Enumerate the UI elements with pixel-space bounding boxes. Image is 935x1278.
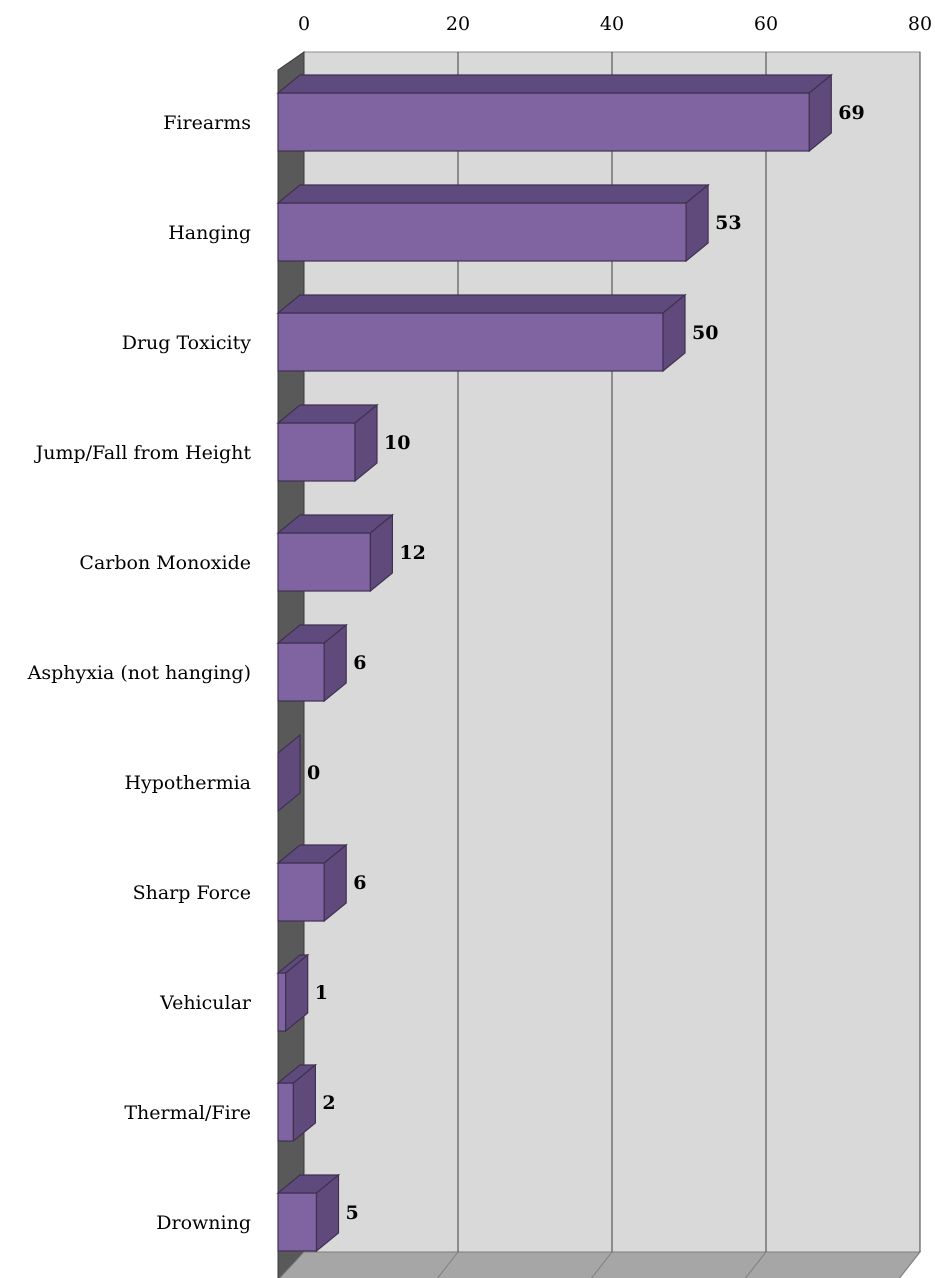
data-label: 12: [399, 542, 425, 564]
bar-side: [315, 1173, 340, 1253]
bar-side: [292, 1063, 316, 1143]
gridlines: [436, 52, 921, 1278]
category-label: Asphyxia (not hanging): [27, 662, 251, 684]
x-tick-label: 20: [446, 13, 470, 35]
bar-side: [323, 843, 347, 923]
category-label: Vehicular: [159, 992, 252, 1014]
data-label: 6: [353, 872, 366, 894]
category-label: Hanging: [168, 222, 251, 244]
floor-gridline: [744, 1251, 767, 1278]
data-label: 1: [315, 982, 328, 1004]
category-label: Hypothermia: [124, 772, 251, 794]
floor-gridline: [436, 1251, 459, 1278]
bar: [276, 953, 310, 1033]
bar-front: [277, 1192, 318, 1252]
bar-front: [277, 862, 325, 922]
category-label: Drug Toxicity: [122, 332, 252, 354]
data-label: 10: [384, 432, 410, 454]
bar-side: [285, 953, 309, 1033]
data-label: 50: [692, 322, 718, 344]
bar-front: [277, 92, 810, 152]
bar: [276, 403, 379, 483]
bar: [276, 293, 687, 373]
floor-gridline: [898, 1251, 921, 1278]
bar-side: [808, 73, 832, 153]
data-label: 69: [838, 102, 864, 124]
bar-front: [277, 972, 287, 1032]
bar-front: [277, 1082, 294, 1142]
floor: [279, 1251, 922, 1278]
category-label: Carbon Monoxide: [79, 552, 251, 574]
data-label: 5: [346, 1202, 359, 1224]
x-tick-label: 40: [600, 13, 624, 35]
bar: [276, 623, 348, 703]
bar: [276, 73, 833, 153]
category-label: Drowning: [156, 1212, 251, 1234]
x-tick-label: 0: [298, 13, 310, 35]
x-tick-label: 60: [754, 13, 778, 35]
data-label: 2: [322, 1092, 335, 1114]
bar-front: [277, 532, 372, 592]
bar-top: [276, 294, 687, 314]
bar-side: [277, 733, 301, 813]
bars: [276, 73, 833, 1253]
bar-side: [662, 293, 686, 373]
bar: [276, 1063, 318, 1143]
bar-top: [276, 184, 710, 204]
data-label: 0: [307, 762, 320, 784]
bar: [277, 733, 301, 813]
bar-side: [369, 513, 393, 593]
bar-front: [277, 202, 687, 262]
x-tick-label: 80: [908, 13, 932, 35]
category-label: Thermal/Fire: [124, 1102, 251, 1124]
data-label: 53: [715, 212, 741, 234]
bar-front: [277, 422, 356, 482]
bar-front: [277, 642, 325, 702]
category-label: Sharp Force: [133, 882, 251, 904]
bar: [276, 1173, 341, 1253]
bar-side: [685, 183, 709, 263]
category-labels: Firearms Hanging Drug Toxicity Jump/Fall fr…: [27, 112, 252, 1234]
bar: [276, 513, 395, 593]
bar-side: [323, 623, 347, 703]
bar-front: [277, 312, 664, 372]
data-label: 6: [353, 652, 366, 674]
bar: [276, 843, 348, 923]
bar: [276, 183, 710, 263]
category-label: Firearms: [163, 112, 251, 134]
bar-top: [276, 74, 833, 94]
x-axis-ticks: 0 20 40 60 80: [298, 13, 932, 35]
floor-gridline: [590, 1251, 613, 1278]
bar-side: [354, 403, 378, 483]
category-label: Jump/Fall from Height: [34, 442, 252, 464]
